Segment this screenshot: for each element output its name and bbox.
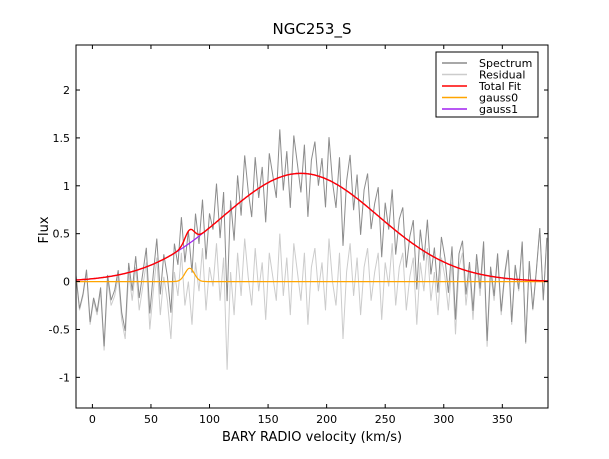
legend-label: gauss1 [479, 103, 518, 116]
y-tick-label: 1 [63, 180, 70, 193]
spectrum-line [76, 129, 548, 347]
y-tick-label: -1 [59, 371, 70, 384]
x-axis-label: BARY RADIO velocity (km/s) [222, 430, 402, 445]
plot-area [76, 129, 548, 370]
x-tick-label: 150 [258, 413, 279, 426]
ticks: 0 50 100 150 200 250 300 350 2 1.5 1 0.5 0 -0.5 -1 [49, 45, 548, 426]
x-tick-label: 300 [433, 413, 454, 426]
y-tick-label: -0.5 [49, 323, 70, 336]
residual-line [76, 228, 548, 370]
x-tick-label: 200 [316, 413, 337, 426]
y-tick-label: 2 [63, 84, 70, 97]
x-tick-label: 350 [492, 413, 513, 426]
gauss0-line [76, 267, 548, 283]
y-tick-label: 0.5 [53, 228, 71, 241]
x-tick-label: 250 [375, 413, 396, 426]
legend-label: Residual [479, 69, 525, 82]
legend-label: Total Fit [478, 80, 522, 93]
legend-label: Spectrum [479, 57, 532, 70]
axes-frame [75, 44, 549, 409]
x-tick-label: 0 [89, 413, 96, 426]
y-tick-label: 0 [63, 276, 70, 289]
total-fit-line [76, 172, 548, 282]
y-axis-label: Flux [37, 216, 52, 243]
y-tick-label: 1.5 [53, 132, 71, 145]
legend-label: gauss0 [479, 92, 518, 105]
x-tick-label: 50 [144, 413, 158, 426]
chart-title: NGC253_S [273, 20, 352, 39]
x-tick-label: 100 [199, 413, 220, 426]
